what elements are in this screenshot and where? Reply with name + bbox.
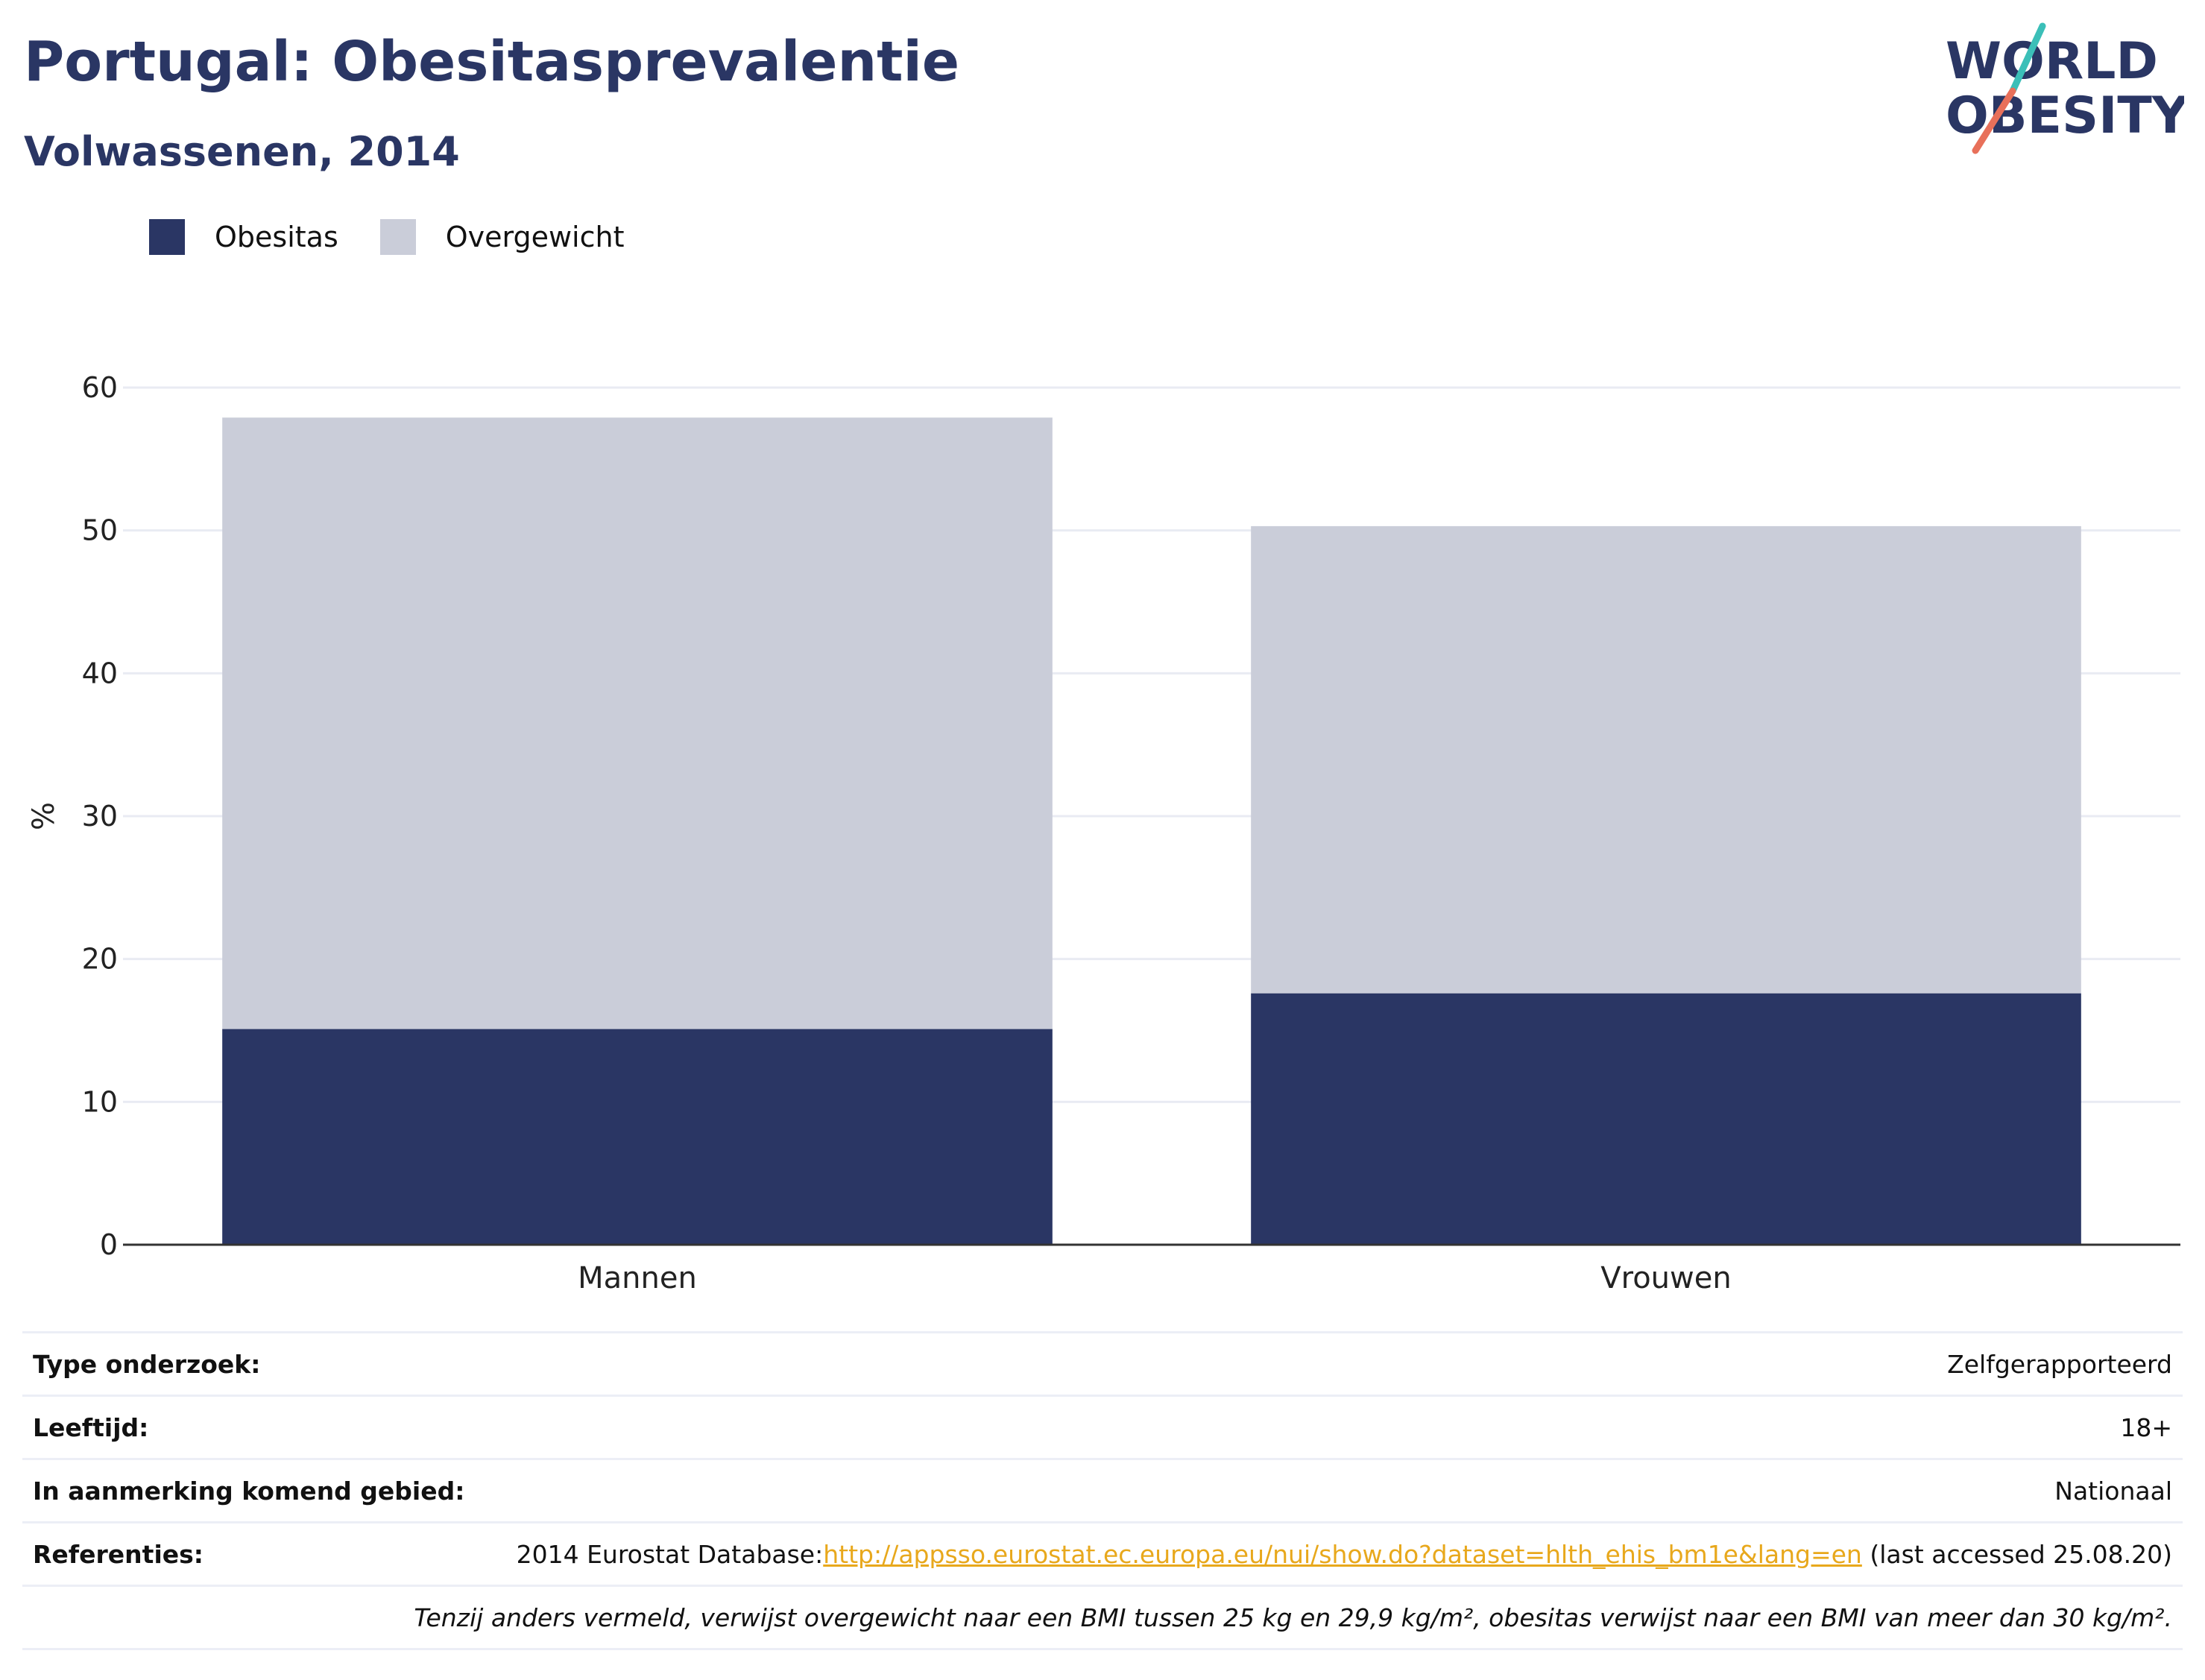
meta-row-age: Leeftijd: 18+ (22, 1395, 2183, 1459)
definition-note: Tenzij anders vermeld, verwijst overgewi… (22, 1585, 2183, 1650)
chart-subtitle: Volwassenen, 2014 (24, 128, 460, 175)
y-tick-label: 10 (82, 1085, 118, 1118)
y-axis-ticks: 0 10 20 30 40 50 60 (82, 371, 118, 1261)
legend-item-overgewicht[interactable]: Overgewicht (379, 219, 625, 255)
legend-item-obesitas[interactable]: Obesitas (149, 219, 338, 255)
legend-label-overgewicht: Overgewicht (445, 221, 625, 253)
y-tick-label: 60 (82, 371, 118, 404)
logo-text-world: WORLD (1946, 32, 2158, 91)
y-axis-label: % (27, 802, 61, 830)
y-tick-label: 0 (100, 1228, 118, 1261)
meta-row-area: In aanmerking komend gebied: Nationaal (22, 1458, 2183, 1523)
meta-age-label: Leeftijd: (22, 1395, 482, 1459)
logo-slash-coral (1972, 87, 2016, 154)
references-prefix: 2014 Eurostat Database: (516, 1539, 824, 1569)
y-tick-label: 20 (82, 943, 118, 976)
references-suffix: (last accessed 25.08.20) (1861, 1539, 2172, 1569)
y-tick-label: 30 (82, 800, 118, 833)
legend-swatch-obesitas (149, 219, 185, 255)
meta-row-references: Referenties: 2014 Eurostat Database:http… (22, 1521, 2183, 1586)
bars (222, 417, 2081, 1245)
bar-obesitas-vrouwen[interactable] (1251, 993, 2081, 1245)
meta-area-value: Nationaal (482, 1458, 2183, 1523)
meta-area-label: In aanmerking komend gebied: (22, 1458, 482, 1523)
world-obesity-logo: WORLD OBESITY (1946, 22, 2184, 154)
bar-overgewicht-mannen[interactable] (222, 417, 1053, 1029)
x-category-label: Mannen (578, 1261, 697, 1295)
logo-slash-teal (2009, 22, 2046, 95)
meta-references-value: 2014 Eurostat Database:http://appsso.eur… (482, 1521, 2183, 1586)
chart-title: Portugal: Obesitasprevalentie (24, 30, 960, 94)
meta-survey-type-value: Zelfgerapporteerd (482, 1331, 2183, 1396)
legend-swatch-overgewicht (379, 219, 416, 255)
meta-survey-type-label: Type onderzoek: (22, 1331, 482, 1396)
x-category-label: Vrouwen (1600, 1261, 1731, 1295)
references-link[interactable]: http://appsso.eurostat.ec.europa.eu/nui/… (823, 1539, 1862, 1569)
stacked-bar-chart: 0 10 20 30 40 50 60 Mannen Vrouwen % (27, 371, 2180, 1295)
metadata-table: Type onderzoek: Zelfgerapporteerd Leefti… (22, 1331, 2183, 1650)
chart-legend: Obesitas Overgewicht (149, 219, 666, 255)
bar-overgewicht-vrouwen[interactable] (1251, 525, 2081, 994)
legend-label-obesitas: Obesitas (215, 221, 338, 253)
x-axis-categories: Mannen Vrouwen (578, 1261, 1732, 1295)
meta-age-value: 18+ (482, 1395, 2183, 1459)
meta-references-label: Referenties: (22, 1521, 482, 1586)
y-tick-label: 40 (82, 657, 118, 689)
meta-row-survey-type: Type onderzoek: Zelfgerapporteerd (22, 1331, 2183, 1396)
bar-obesitas-mannen[interactable] (222, 1029, 1053, 1245)
y-tick-label: 50 (82, 514, 118, 547)
meta-row-note: Tenzij anders vermeld, verwijst overgewi… (22, 1585, 2183, 1650)
